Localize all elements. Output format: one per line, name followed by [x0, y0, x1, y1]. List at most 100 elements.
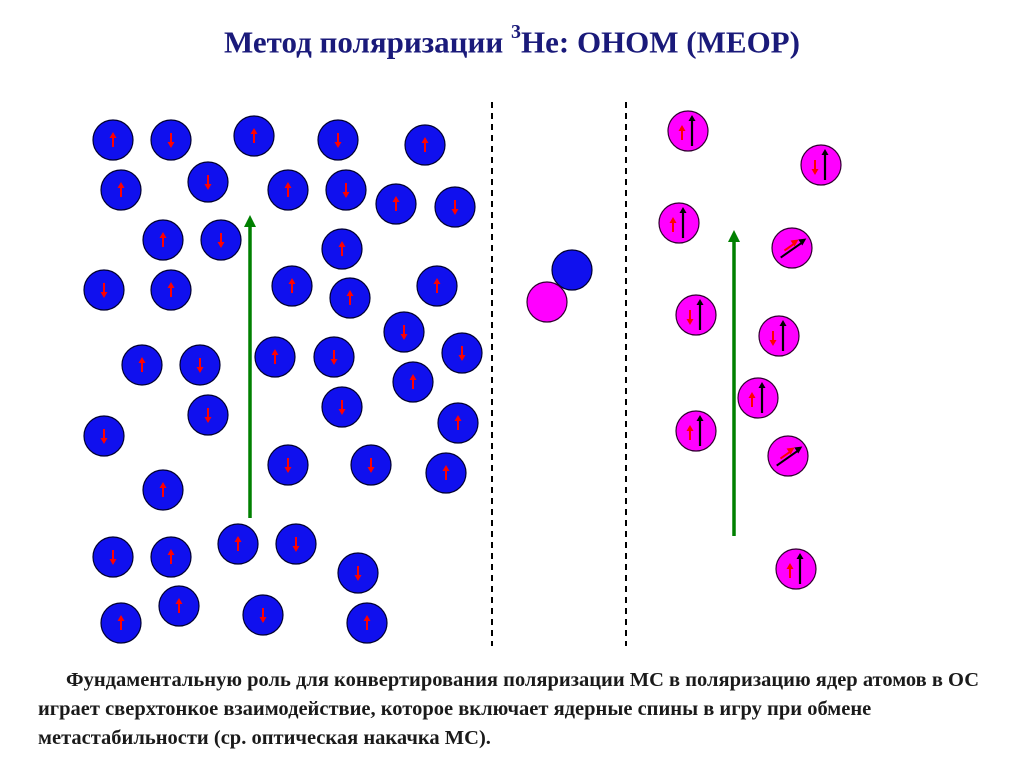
ground-atom	[92, 536, 134, 578]
spin-arrow	[204, 408, 212, 423]
exchange-metastable-atom	[526, 281, 568, 323]
metastable-atom	[771, 227, 813, 269]
spin-arrow	[250, 128, 258, 143]
ground-atom	[179, 344, 221, 386]
spin-arrow	[109, 132, 117, 147]
spin-arrow	[454, 415, 462, 430]
metastable-atom	[737, 377, 779, 419]
ground-atom	[233, 115, 275, 157]
ground-atom	[158, 585, 200, 627]
title-superscript: 3	[511, 21, 522, 43]
metastable-atom	[767, 435, 809, 477]
polarization-arrows	[244, 215, 740, 536]
spin-arrow	[346, 290, 354, 305]
nuclear-spin-arrow	[758, 382, 766, 413]
spin-arrow	[167, 282, 175, 297]
metastable-atom	[675, 410, 717, 452]
ground-atom	[441, 332, 483, 374]
nuclear-spin-arrow	[821, 149, 829, 180]
ground-atom	[392, 361, 434, 403]
metastable-state-region	[658, 110, 842, 590]
spin-arrow	[175, 598, 183, 613]
title-prefix: Метод поляризации	[224, 24, 512, 60]
ground-atom	[83, 269, 125, 311]
spin-arrow	[338, 241, 346, 256]
spin-arrow	[338, 400, 346, 415]
electron-spin-arrow	[669, 217, 677, 232]
ground-atom	[187, 394, 229, 436]
spin-arrow	[271, 349, 279, 364]
spin-arrow	[363, 615, 371, 630]
nuclear-spin-arrow	[796, 553, 804, 584]
nuclear-spin-arrow	[780, 238, 807, 259]
ground-atom	[325, 169, 367, 211]
spin-arrow	[392, 196, 400, 211]
ground-atom	[313, 336, 355, 378]
ground-atom	[150, 269, 192, 311]
ground-atom	[321, 386, 363, 428]
polarization-arrow	[244, 215, 256, 518]
spin-arrow	[100, 429, 108, 444]
ground-atom	[346, 602, 388, 644]
ground-atom	[100, 602, 142, 644]
ground-atom	[434, 186, 476, 228]
ground-atom	[271, 265, 313, 307]
caption-text: Фундаментальную роль для конвертирования…	[38, 669, 980, 749]
spin-arrow	[400, 325, 408, 340]
electron-spin-arrow	[786, 563, 794, 578]
ground-atom	[425, 452, 467, 494]
spin-arrow	[138, 357, 146, 372]
meop-diagram	[83, 102, 842, 646]
spin-arrow	[117, 182, 125, 197]
ground-atom	[317, 119, 359, 161]
nuclear-spin-arrow	[696, 415, 704, 446]
ground-atom	[321, 228, 363, 270]
ground-atom	[200, 219, 242, 261]
ground-atom	[142, 469, 184, 511]
page-title: Метод поляризации 3He: OHOM (MEOP)	[0, 21, 1024, 60]
ground-atom	[254, 336, 296, 378]
polarization-arrow	[728, 230, 740, 536]
electron-spin-arrow	[811, 160, 819, 175]
ground-atom	[121, 344, 163, 386]
ground-atom	[150, 119, 192, 161]
electron-spin-arrow	[748, 392, 756, 407]
ground-atom	[83, 415, 125, 457]
title-suffix: He: OHOM (MEOP)	[521, 24, 800, 60]
ground-atom	[350, 444, 392, 486]
ground-atom	[416, 265, 458, 307]
spin-arrow	[100, 283, 108, 298]
electron-spin-arrow	[783, 239, 799, 252]
nuclear-spin-arrow	[776, 446, 803, 467]
ground-atom	[142, 219, 184, 261]
ground-atom	[100, 169, 142, 211]
spin-arrow	[458, 346, 466, 361]
spin-arrow	[451, 200, 459, 215]
spin-arrow	[288, 278, 296, 293]
spin-arrow	[159, 232, 167, 247]
spin-arrow	[421, 137, 429, 152]
ground-atom	[217, 523, 259, 565]
electron-spin-arrow	[779, 447, 795, 460]
electron-spin-arrow	[678, 125, 686, 140]
ground-state-region	[83, 115, 483, 644]
ground-atom	[375, 183, 417, 225]
ground-atom	[404, 124, 446, 166]
ground-atom	[150, 536, 192, 578]
spin-arrow	[292, 537, 300, 552]
ground-atom	[267, 444, 309, 486]
spin-arrow	[354, 566, 362, 581]
spin-arrow	[196, 358, 204, 373]
spin-arrow	[259, 608, 267, 623]
spin-arrow	[159, 482, 167, 497]
metastable-atom	[775, 548, 817, 590]
spin-arrow	[117, 615, 125, 630]
spin-arrow	[284, 182, 292, 197]
metastable-atom	[658, 202, 700, 244]
spin-arrow	[330, 350, 338, 365]
exchange-ground-atom	[551, 249, 593, 291]
nuclear-spin-arrow	[688, 115, 696, 146]
spin-arrow	[342, 183, 350, 198]
ground-atom	[337, 552, 379, 594]
spin-arrow	[167, 133, 175, 148]
